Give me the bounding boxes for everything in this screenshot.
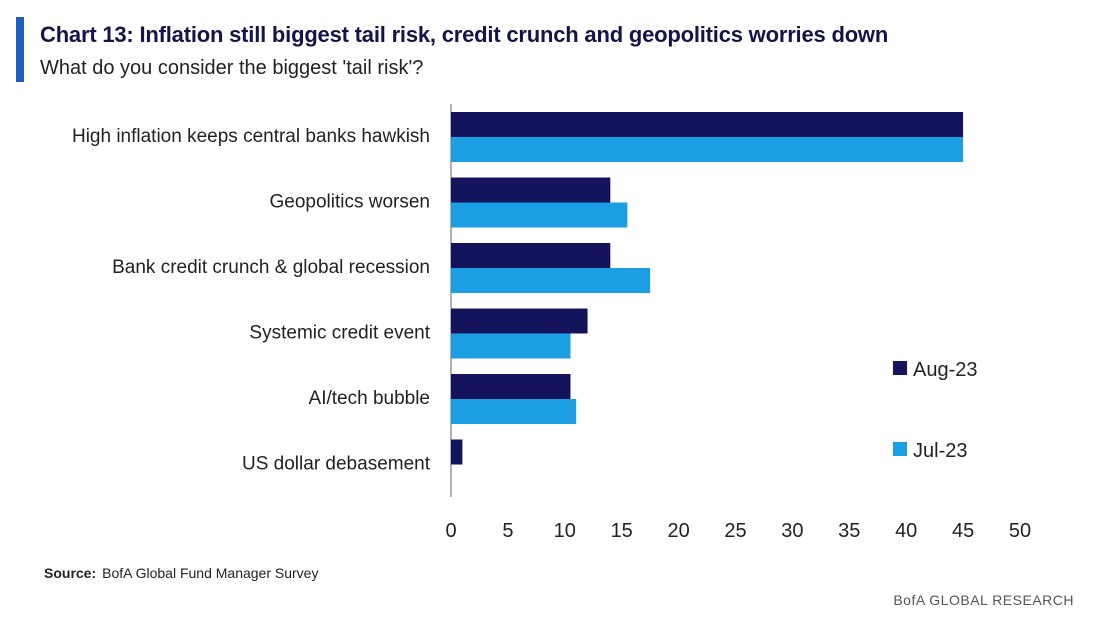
bar-jul-23	[451, 333, 571, 359]
category-label: AI/tech bubble	[309, 388, 430, 409]
source-text: BofA Global Fund Manager Survey	[102, 565, 319, 581]
brand-label: BofA GLOBAL RESEARCH	[893, 592, 1074, 608]
title-accent-bar	[16, 17, 24, 82]
chart-title: Chart 13: Inflation still biggest tail r…	[40, 22, 889, 47]
bar-jul-23	[451, 202, 628, 228]
bar-jul-23	[451, 268, 651, 293]
legend-label: Aug-23	[913, 359, 978, 381]
category-label: Geopolitics worsen	[269, 192, 430, 213]
bar-aug-23	[451, 177, 611, 203]
x-tick-label: 20	[667, 520, 689, 542]
source-note: Source: BofA Global Fund Manager Survey	[44, 565, 318, 581]
x-tick-label: 35	[838, 520, 860, 542]
bar-aug-23	[451, 243, 611, 268]
bar-jul-23	[451, 399, 577, 424]
x-tick-label: 30	[781, 520, 803, 542]
bar-aug-23	[451, 374, 571, 399]
legend-label: Jul-23	[913, 440, 967, 462]
bar-aug-23	[451, 439, 463, 465]
legend-swatch-jul-23	[893, 442, 907, 456]
category-label: Bank credit crunch & global recession	[112, 257, 430, 278]
category-label: Systemic credit event	[249, 323, 430, 344]
x-tick-label: 45	[952, 520, 974, 542]
bar-chart: High inflation keeps central banks hawki…	[72, 104, 1031, 542]
x-tick-label: 40	[895, 520, 917, 542]
bar-jul-23	[451, 137, 964, 162]
x-tick-label: 10	[554, 520, 576, 542]
x-tick-label: 25	[724, 520, 746, 542]
category-label: US dollar debasement	[242, 454, 431, 475]
x-tick-label: 5	[502, 520, 513, 542]
chart-subtitle: What do you consider the biggest 'tail r…	[40, 57, 424, 79]
category-label: High inflation keeps central banks hawki…	[72, 126, 430, 147]
x-tick-label: 0	[445, 520, 456, 542]
legend-swatch-aug-23	[893, 361, 907, 375]
bar-aug-23	[451, 112, 964, 137]
source-label: Source:	[44, 565, 97, 581]
x-tick-label: 50	[1009, 520, 1031, 542]
x-tick-label: 15	[611, 520, 633, 542]
bar-aug-23	[451, 308, 588, 334]
